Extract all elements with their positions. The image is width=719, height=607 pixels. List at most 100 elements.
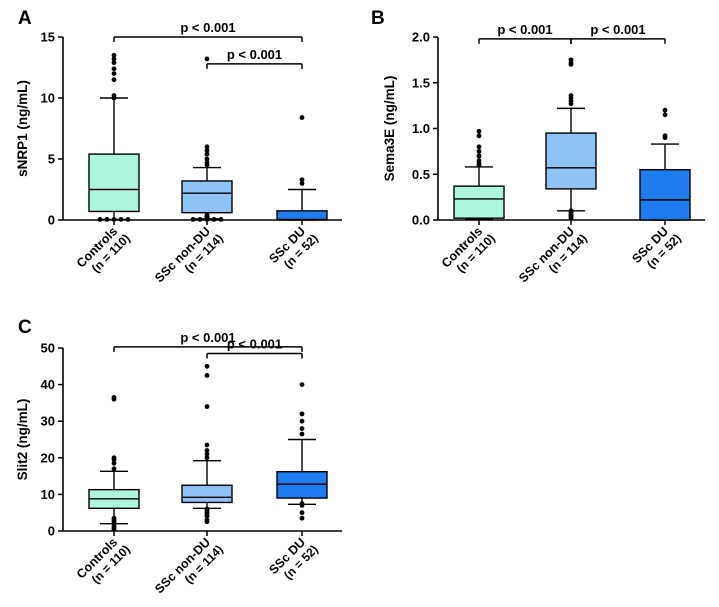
box-2 <box>181 363 233 525</box>
outlier-point <box>204 506 210 512</box>
panel-letter: A <box>18 8 32 29</box>
outlier-point <box>476 144 482 150</box>
box-3 <box>276 115 328 221</box>
outlier-point <box>204 517 210 523</box>
p-value-label: p < 0.001 <box>497 22 552 37</box>
outlier-point <box>476 158 482 163</box>
outlier-point <box>111 77 117 83</box>
outlier-point <box>204 448 210 453</box>
outlier-point <box>299 515 305 521</box>
outlier-point <box>204 156 210 162</box>
outlier-point <box>662 112 668 118</box>
significance-bracket: p < 0.001 <box>113 330 303 352</box>
box-2 <box>545 57 597 221</box>
outlier-point <box>111 515 117 521</box>
outlier-point <box>197 216 203 222</box>
y-tick-label: 10 <box>41 487 55 502</box>
box-iqr <box>88 153 140 213</box>
outlier-point <box>204 455 210 461</box>
outlier-point <box>218 216 224 222</box>
outlier-point <box>111 71 117 76</box>
outlier-point <box>204 212 210 218</box>
panel-b: B Sema3E (ng/mL) 0.0 0.5 1.0 1.5 2.0 Controls(n… <box>371 8 705 285</box>
outlier-point <box>111 216 117 222</box>
y-tick-label: 0 <box>48 213 55 228</box>
outlier-point <box>299 431 305 437</box>
y-tick-label: 0.0 <box>412 213 430 228</box>
outlier-point <box>568 208 574 214</box>
y-tick-label: 5 <box>48 152 55 167</box>
box-3 <box>639 107 691 221</box>
y-tick-label: 20 <box>41 450 55 465</box>
significance-bracket: p < 0.001 <box>478 22 572 44</box>
outlier-point <box>204 451 210 457</box>
outlier-point <box>299 181 305 186</box>
outlier-point <box>204 56 210 62</box>
box-iqr <box>276 471 328 499</box>
y-tick-label: 40 <box>41 377 55 392</box>
outlier-point <box>204 144 210 150</box>
box-iqr <box>639 168 691 221</box>
x-category-label: SSc DU(n = 52) <box>629 224 684 271</box>
outlier-point <box>111 60 117 66</box>
x-category-label: SSc non-DU(n = 114) <box>516 224 590 285</box>
panel-letter: B <box>371 8 385 29</box>
outlier-point <box>299 411 305 417</box>
y-tick-label: 30 <box>41 414 55 429</box>
panel-c: C Slit2 (ng/mL) 0 10 20 30 40 50 Controls(n = 11… <box>15 317 342 596</box>
p-value-label: p < 0.001 <box>180 330 235 345</box>
y-tick-label: 15 <box>41 30 55 45</box>
box-2 <box>181 56 233 222</box>
box-3 <box>276 382 328 521</box>
outlier-point <box>204 151 210 157</box>
outlier-point <box>204 404 210 409</box>
outlier-point <box>568 57 574 63</box>
significance-bracket: p < 0.001 <box>206 336 303 359</box>
x-category-label: SSc non-DU(n = 114) <box>152 535 226 596</box>
outlier-point <box>97 216 103 222</box>
outlier-point <box>111 66 117 72</box>
outlier-point <box>568 93 574 98</box>
box-iqr <box>453 185 505 219</box>
box-1 <box>453 128 505 220</box>
box-iqr <box>276 210 328 221</box>
y-axis-label: Slit2 (ng/mL) <box>15 399 30 481</box>
significance-bracket: p < 0.001 <box>206 47 303 69</box>
x-category-label: Controls(n = 110) <box>74 224 133 275</box>
x-category-label: Controls(n = 110) <box>74 535 133 586</box>
outlier-point <box>111 460 117 466</box>
outlier-point <box>204 442 210 448</box>
p-value-label: p < 0.001 <box>227 47 282 62</box>
outlier-point <box>476 153 482 159</box>
outlier-point <box>111 93 117 98</box>
outlier-point <box>204 373 210 378</box>
outlier-point <box>111 52 117 58</box>
y-axis-label: sNRP1 (ng/mL) <box>15 80 30 177</box>
outlier-point <box>204 363 210 369</box>
outlier-point <box>299 382 305 387</box>
y-tick-label: 1.0 <box>412 121 430 136</box>
outlier-point <box>204 148 210 153</box>
outlier-point <box>299 177 305 183</box>
outlier-point <box>111 466 117 472</box>
outlier-point <box>125 216 131 222</box>
x-category-label: SSc DU(n = 52) <box>266 224 321 271</box>
y-tick-label: 1.5 <box>412 75 430 90</box>
box-iqr <box>181 484 233 504</box>
significance-bracket: p < 0.001 <box>113 20 303 42</box>
y-tick-label: 2.0 <box>412 30 430 45</box>
outlier-point <box>104 216 110 222</box>
box-1 <box>88 52 140 222</box>
y-axis-label: Sema3E (ng/mL) <box>382 76 397 182</box>
outlier-point <box>299 418 305 424</box>
outlier-point <box>476 148 482 154</box>
significance-bracket: p < 0.001 <box>570 22 666 44</box>
outlier-point <box>299 426 305 431</box>
outlier-point <box>662 133 668 139</box>
box-iqr <box>545 132 597 190</box>
y-tick-label: 0 <box>48 524 55 539</box>
y-tick-label: 10 <box>41 91 55 106</box>
outlier-point <box>190 216 196 222</box>
